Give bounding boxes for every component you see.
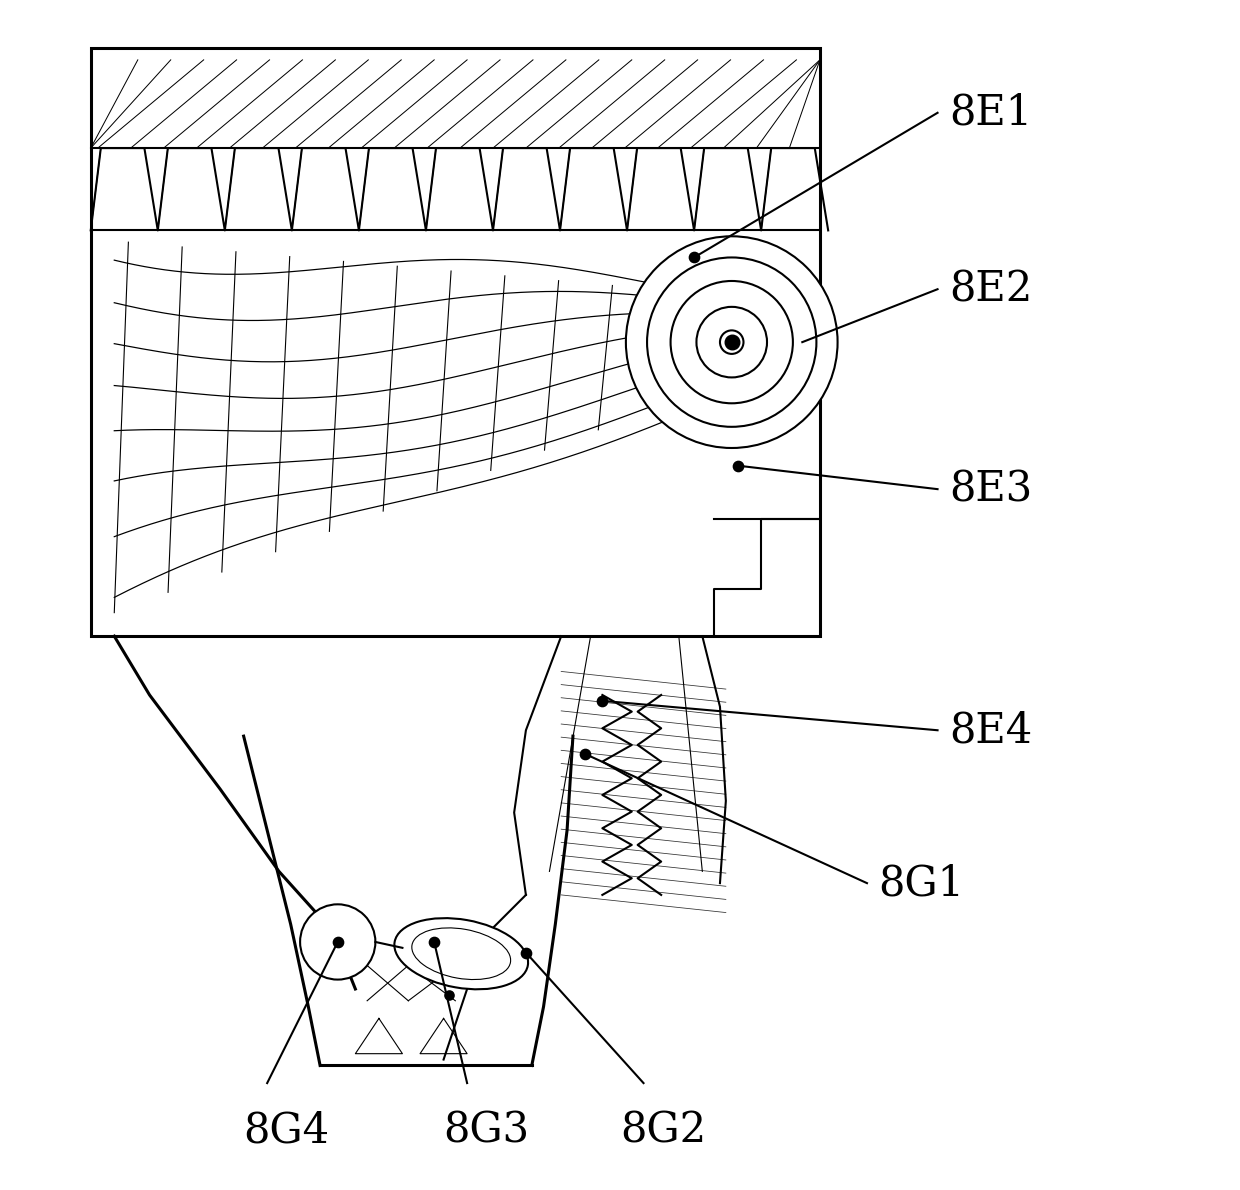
Point [722,333,742,352]
Circle shape [300,904,376,979]
Text: 8G4: 8G4 [243,1109,330,1151]
Circle shape [647,257,816,427]
Circle shape [671,281,792,403]
Point [684,248,704,267]
Text: 8G3: 8G3 [444,1109,529,1151]
Text: 8E1: 8E1 [950,92,1033,133]
Point [728,456,748,475]
Text: 8E2: 8E2 [950,268,1033,311]
Text: 8E4: 8E4 [950,709,1033,751]
Ellipse shape [412,928,511,979]
Point [593,691,613,710]
Point [327,933,347,952]
Bar [91,48,820,637]
Circle shape [626,237,837,447]
Circle shape [720,331,744,353]
Point [575,744,595,763]
Text: 8E3: 8E3 [950,468,1033,511]
Text: 8G2: 8G2 [620,1109,707,1151]
Point [424,933,444,952]
Point [516,942,536,962]
Point [439,985,459,1004]
Circle shape [697,307,768,377]
Text: 8G1: 8G1 [879,862,965,904]
Ellipse shape [394,919,528,989]
